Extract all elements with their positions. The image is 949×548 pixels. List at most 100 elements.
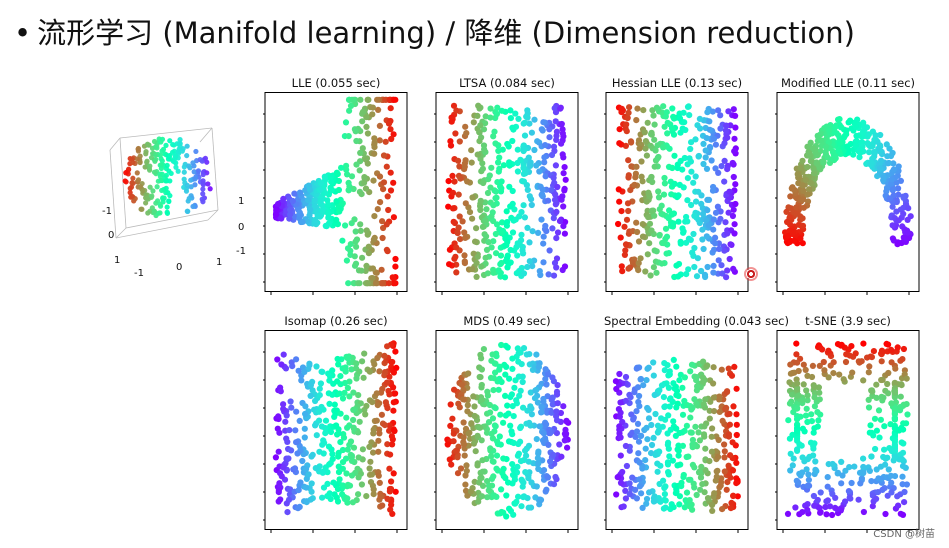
scatter-point xyxy=(383,379,391,386)
scatter-point xyxy=(561,437,568,444)
scatter-point xyxy=(336,476,343,483)
scatter-point xyxy=(723,122,730,129)
scatter-point xyxy=(509,229,517,236)
scatter-point xyxy=(512,500,519,507)
scatter-point xyxy=(390,384,397,391)
scatter-point xyxy=(834,506,841,513)
scatter-point xyxy=(687,503,694,510)
scatter-point xyxy=(326,400,333,407)
scatter-point xyxy=(675,452,682,459)
scatter-point xyxy=(301,434,308,441)
scatter-point xyxy=(535,465,542,473)
scatter-point xyxy=(509,137,516,145)
scatter-point xyxy=(650,112,657,119)
scatter-point xyxy=(288,404,295,411)
scatter-point xyxy=(358,267,365,274)
scatter-point xyxy=(665,469,672,476)
scatter-point xyxy=(651,212,658,219)
scatter-point xyxy=(695,429,702,436)
scatter-point xyxy=(643,198,650,205)
scatter-point xyxy=(560,154,567,161)
scatter-point xyxy=(793,351,800,358)
scatter-point xyxy=(472,238,479,245)
scatter-point xyxy=(719,506,726,513)
scatter-point xyxy=(533,483,540,490)
scatter-point xyxy=(666,207,673,214)
scatter-point xyxy=(698,463,705,470)
scatter-point xyxy=(547,458,554,465)
scatter-point xyxy=(277,214,284,221)
scatter-point xyxy=(868,387,875,394)
scatter-point xyxy=(374,96,381,103)
scatter-point xyxy=(719,417,726,424)
scatter-point xyxy=(536,168,543,175)
scatter-point xyxy=(525,458,532,465)
scatter-point xyxy=(549,225,556,232)
scatter-point xyxy=(369,111,376,118)
scatter-point xyxy=(312,422,319,429)
scatter-point xyxy=(549,401,556,408)
scatter-point xyxy=(628,411,635,418)
scatter-point xyxy=(465,430,472,437)
scatter-point xyxy=(655,194,663,201)
scatter-point xyxy=(476,129,483,136)
scatter-point xyxy=(387,105,394,112)
scatter-point xyxy=(512,110,519,117)
sphere-point xyxy=(188,177,194,183)
scatter-point xyxy=(317,180,325,187)
scatter-point xyxy=(481,146,488,153)
embedding-panel: Isomap (0.26 sec) xyxy=(263,314,409,536)
scatter-point xyxy=(661,491,668,498)
scatter-point xyxy=(515,115,522,122)
scatter-point xyxy=(822,503,829,511)
sphere-point xyxy=(151,138,158,145)
scatter-point xyxy=(561,187,568,194)
scatter-point xyxy=(723,486,730,493)
scatter-point xyxy=(552,118,559,125)
scatter-point xyxy=(670,418,677,425)
scatter-point xyxy=(616,370,623,378)
scatter-point xyxy=(495,267,502,274)
scatter-point xyxy=(350,389,357,396)
scatter-point xyxy=(473,225,480,232)
scatter-point xyxy=(484,478,491,485)
scatter-point xyxy=(450,430,457,437)
scatter-point xyxy=(865,131,872,138)
scatter-point xyxy=(830,370,837,377)
scatter-point xyxy=(714,203,721,210)
scatter-point xyxy=(505,143,512,150)
scatter-point xyxy=(274,356,281,363)
scatter-point xyxy=(658,260,665,267)
scatter-point xyxy=(299,457,306,465)
scatter-point xyxy=(463,462,470,469)
scatter-point xyxy=(374,354,381,362)
scatter-point xyxy=(867,422,874,429)
scatter-point xyxy=(878,358,885,365)
scatter-point xyxy=(314,212,321,220)
scatter-point xyxy=(464,492,471,499)
scatter-point xyxy=(850,151,857,158)
scatter-point xyxy=(877,165,884,172)
scatter-point xyxy=(804,456,811,463)
scatter-point xyxy=(733,385,740,392)
scatter-point xyxy=(553,391,561,398)
box-edge xyxy=(207,209,219,221)
scatter-point xyxy=(376,479,383,486)
scatter-point xyxy=(294,450,301,457)
scatter-point xyxy=(639,221,646,228)
scatter-point xyxy=(717,112,724,119)
scatter-point xyxy=(730,173,737,181)
scatter-point xyxy=(881,446,888,453)
scatter-point xyxy=(316,417,323,424)
scatter-point xyxy=(804,191,811,198)
scatter-point xyxy=(501,274,509,281)
scatter-point xyxy=(528,129,535,136)
scatter-point xyxy=(633,428,641,435)
scatter-point xyxy=(675,447,682,454)
scatter-point xyxy=(784,510,792,517)
scatter-point xyxy=(695,188,702,195)
scatter-point xyxy=(866,363,873,370)
scatter-point xyxy=(879,376,886,383)
scatter-point xyxy=(390,214,397,221)
scatter-point xyxy=(320,484,328,491)
